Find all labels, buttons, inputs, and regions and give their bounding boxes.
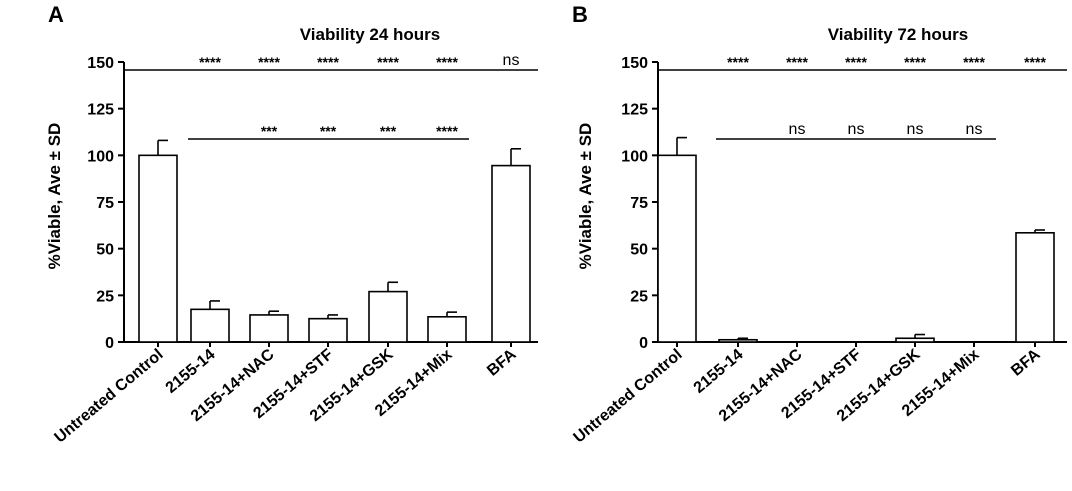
panel-a-plot: 0 25 50 75 100 125 150 Untreated Control2155-14… [51, 52, 538, 446]
panel-a-xtick-label: BFA [484, 346, 520, 380]
panel-a-ytick-label: 50 [96, 242, 114, 259]
panel-a-significance-label: **** [436, 54, 458, 70]
panel-b-significance-label: **** [1024, 54, 1046, 70]
panel-a-bar [491, 164, 531, 343]
panel-b-ytick-label: 100 [621, 148, 648, 165]
panel-a-letter: A [48, 2, 64, 27]
panel-a-bar [249, 314, 289, 343]
panel-b-significance-label: **** [904, 54, 926, 70]
panel-b-ytick-label: 75 [630, 195, 648, 212]
panel-a-xtick-label: Untreated Control [51, 346, 166, 446]
panel-b-plot: 0 25 50 75 100 125 150 Untreated Control 2155-14… [570, 54, 1067, 446]
panel-b-bar [1015, 232, 1055, 343]
panel-a-bar [308, 317, 348, 343]
panel-b-ytick-label: 150 [621, 55, 648, 72]
panel-a-ytick-label: 100 [87, 148, 114, 165]
panel-a: A Viability 24 hours %Viable, Ave ± SD 0… [45, 2, 538, 446]
panel-b-ytick-label: 50 [630, 242, 648, 259]
panel-b-significance-label: **** [727, 54, 749, 70]
panel-a-ytick-label: 75 [96, 195, 114, 212]
panel-a-ytick-label: 0 [105, 335, 114, 352]
panel-a-bar [368, 290, 408, 343]
panel-a-bar [190, 308, 230, 343]
panel-b-xtick-label: BFA [1008, 346, 1044, 380]
panel-a-significance-label: **** [436, 123, 458, 139]
panel-b-ytick-label: 0 [639, 335, 648, 352]
panel-a-bar [427, 315, 467, 343]
panel-b-xtick-label: Untreated Control [570, 346, 685, 446]
panel-b-bar [895, 337, 935, 343]
panel-b: B Viability 72 hours %Viable, Ave ± SD 0… [570, 2, 1067, 446]
panel-b-significance-label: **** [845, 54, 867, 70]
panel-b-significance-label: **** [963, 54, 985, 70]
panel-b-xtick-label: 2155-14 [691, 346, 747, 397]
panel-b-significance-label: **** [786, 54, 808, 70]
panel-b-ylabel: %Viable, Ave ± SD [576, 123, 595, 270]
panel-b-significance-label: ns [789, 121, 806, 138]
panel-b-significance-label: ns [848, 121, 865, 138]
panel-a-ytick-label: 25 [96, 288, 114, 305]
panel-a-significance-label: ns [503, 52, 520, 69]
panel-b-significance-label: ns [966, 121, 983, 138]
panel-a-ylabel: %Viable, Ave ± SD [45, 123, 64, 270]
panel-a-significance-label: *** [261, 123, 278, 139]
panel-b-letter: B [572, 2, 588, 27]
panel-b-significance-label: ns [907, 121, 924, 138]
panel-b-ytick-label: 25 [630, 288, 648, 305]
panel-b-title: Viability 72 hours [828, 25, 968, 44]
panel-b-bar [718, 338, 758, 343]
panel-a-significance-label: **** [199, 54, 221, 70]
panel-a-significance-label: *** [380, 123, 397, 139]
panel-a-ytick-label: 150 [87, 55, 114, 72]
panel-b-ytick-label: 125 [621, 102, 648, 119]
panel-a-significance-label: **** [317, 54, 339, 70]
panel-b-bar [657, 154, 697, 343]
panel-a-significance-label: **** [377, 54, 399, 70]
panel-a-title: Viability 24 hours [300, 25, 440, 44]
panel-a-significance-label: **** [258, 54, 280, 70]
panel-a-ytick-label: 125 [87, 102, 114, 119]
panel-a-xtick-label: 2155-14 [163, 346, 219, 397]
panel-a-bar [138, 154, 178, 343]
panel-a-significance-label: *** [320, 123, 337, 139]
